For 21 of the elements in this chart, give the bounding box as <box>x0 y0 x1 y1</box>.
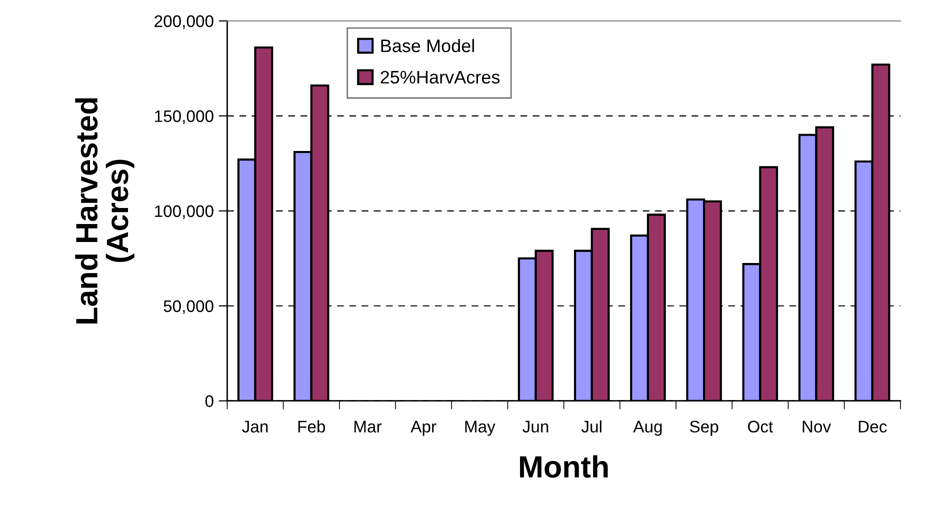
x-tick-label: Feb <box>298 420 326 433</box>
x-tick-label: Sep <box>690 420 718 436</box>
x-tick-label: Nov <box>802 420 832 433</box>
x-tick-label: Jul <box>581 420 602 433</box>
y-tick-label: 100,000 <box>155 205 214 220</box>
y-tick-label: 50,000 <box>164 300 214 314</box>
y-axis-title: Land Harvested (Acres) <box>75 98 134 324</box>
x-axis-title: Month <box>520 455 608 478</box>
x-tick-label: Mar <box>354 420 382 433</box>
x-tick-label: Jun <box>522 420 548 433</box>
x-tick-label: Oct <box>748 420 773 433</box>
y-tick-label: 200,000 <box>154 15 214 30</box>
y-tick-label: 150,000 <box>155 110 214 124</box>
x-tick-label: May <box>465 420 496 436</box>
legend-label: 25%HarvAcres <box>380 70 500 84</box>
x-tick-label: Dec <box>858 420 887 433</box>
legend-label: Base Model <box>381 38 474 52</box>
y-tick-label: 0 <box>205 395 214 408</box>
x-tick-label: Jan <box>242 420 268 433</box>
x-tick-label: Apr <box>410 420 436 436</box>
x-tick-label: Aug <box>633 420 662 436</box>
